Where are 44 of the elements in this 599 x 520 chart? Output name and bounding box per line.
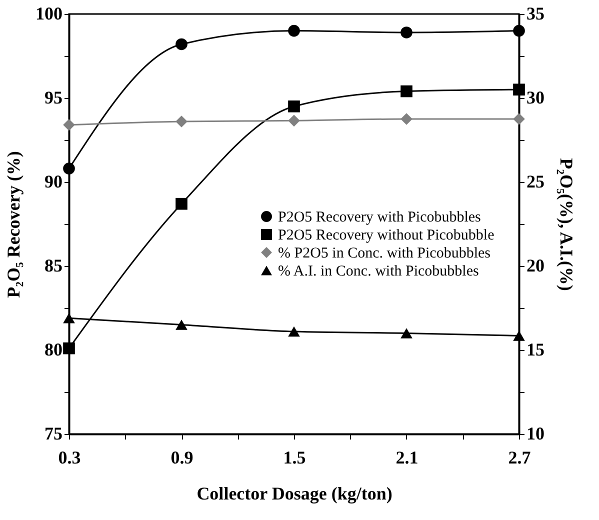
point: [513, 330, 525, 341]
point: [513, 84, 525, 96]
legend-label: P2O5 Recovery without Picobubble: [278, 228, 495, 244]
point: [288, 114, 300, 127]
y-tick-label: 90: [44, 172, 62, 192]
legend-label: P2O5 Recovery with Picobubbles: [278, 210, 482, 226]
x-tick-label: 1.5: [283, 448, 306, 468]
point: [400, 113, 412, 125]
y-tick-label: 75: [44, 424, 62, 444]
y2-tick-label: 10: [526, 424, 544, 444]
point: [513, 113, 525, 125]
y-axis-title: P₂O₅ Recovery (%): [4, 151, 24, 298]
point: [176, 116, 188, 128]
y2-tick-label: 20: [526, 256, 544, 276]
point: [288, 24, 300, 37]
y2-tick-label: 15: [526, 340, 544, 360]
point: [400, 26, 412, 38]
point: [513, 24, 525, 37]
point: [176, 320, 188, 330]
legend-label: % P2O5 in Conc. with Picobubbles: [278, 246, 491, 262]
y2-tick-label: 35: [526, 4, 544, 24]
x-tick-label: 2.7: [508, 448, 531, 468]
point: [400, 85, 412, 98]
y-tick-label: 100: [36, 4, 62, 24]
point: [176, 198, 188, 210]
point: [288, 100, 300, 112]
x-tick-label: 0.9: [170, 448, 194, 468]
point: [176, 38, 188, 50]
point: [63, 342, 75, 354]
y2-tick-label: 30: [526, 88, 544, 108]
point: [400, 328, 412, 338]
point: [63, 312, 75, 324]
y2-tick-label: 25: [526, 172, 544, 192]
x-tick-label: 0.3: [58, 448, 81, 468]
y-tick-label: 95: [44, 88, 62, 108]
x-tick-label: 2.1: [396, 448, 418, 468]
point: [63, 162, 75, 174]
point: [288, 326, 300, 337]
x-axis-title: Collector Dosage (kg/ton): [196, 484, 392, 504]
y2-axis-title: P₂O₅(%), A.I.(%): [556, 158, 576, 291]
y-tick-label: 85: [44, 256, 62, 276]
legend-label: % A.I. in Conc. with Picobubbles: [278, 264, 479, 280]
point: [63, 118, 75, 131]
y-tick-label: 80: [44, 340, 62, 360]
